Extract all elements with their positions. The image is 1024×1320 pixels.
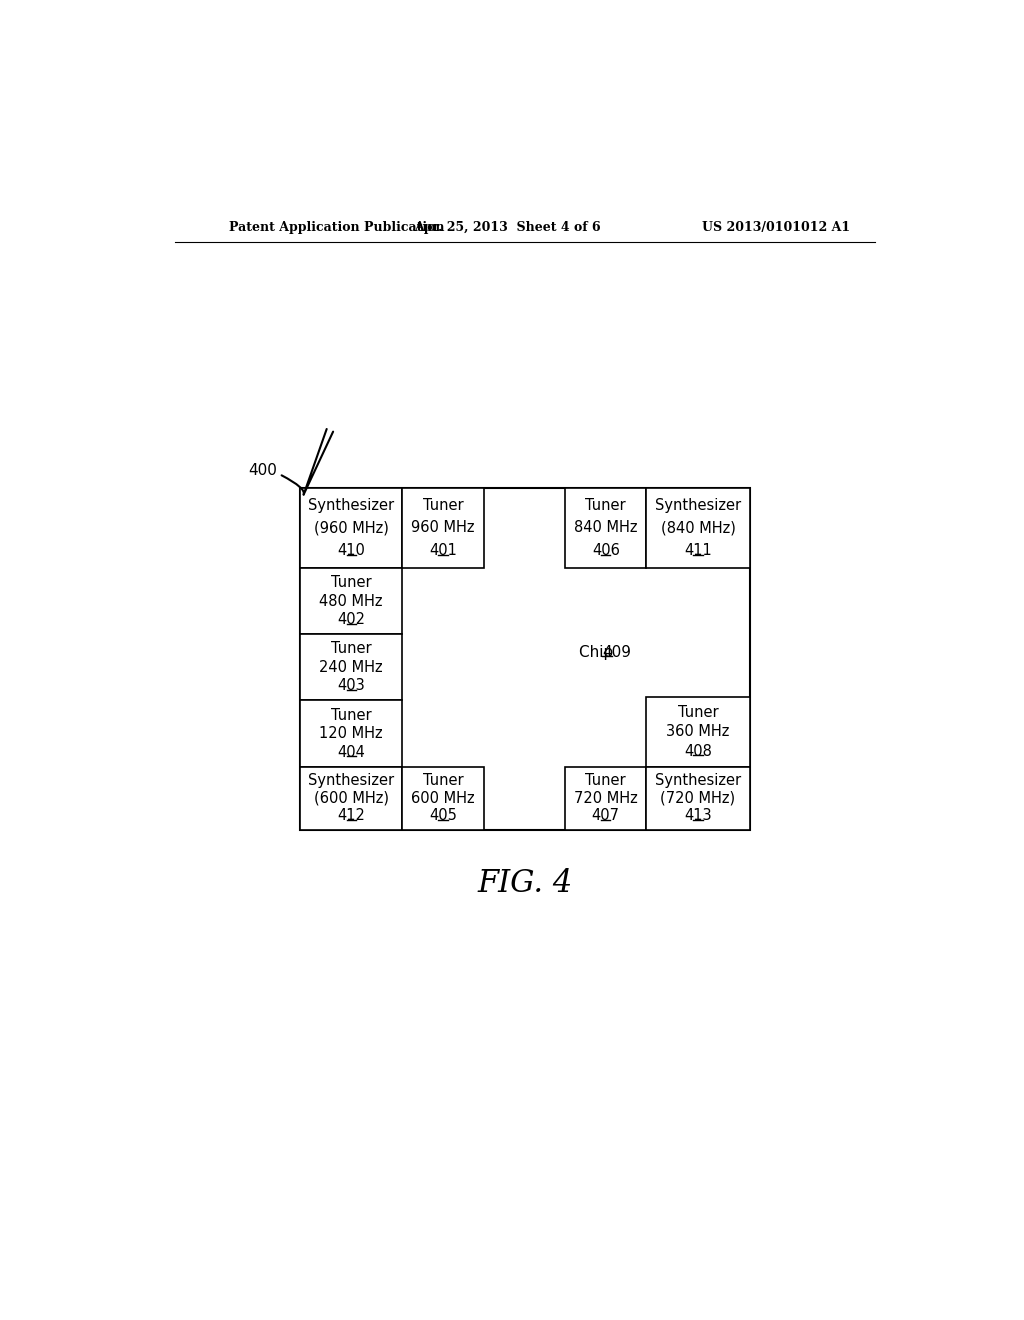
Text: 409: 409	[602, 644, 631, 660]
Bar	[300, 635, 402, 701]
Text: 413: 413	[684, 808, 712, 824]
Text: 480 MHz: 480 MHz	[319, 594, 383, 609]
Text: Patent Application Publication: Patent Application Publication	[228, 222, 444, 234]
Text: 412: 412	[337, 808, 366, 824]
Text: (720 MHz): (720 MHz)	[660, 791, 735, 805]
Text: 408: 408	[684, 743, 712, 759]
Text: Tuner: Tuner	[586, 498, 626, 513]
Text: 406: 406	[592, 543, 620, 558]
Bar	[646, 697, 750, 767]
Text: (600 MHz): (600 MHz)	[313, 791, 389, 805]
Text: FIG. 4: FIG. 4	[477, 869, 572, 899]
Text: Synthesizer: Synthesizer	[655, 498, 741, 513]
Text: Chip: Chip	[579, 644, 617, 660]
Text: 407: 407	[592, 808, 620, 824]
Text: 405: 405	[429, 808, 457, 824]
Text: US 2013/0101012 A1: US 2013/0101012 A1	[701, 222, 850, 234]
Text: 600 MHz: 600 MHz	[412, 791, 475, 805]
Text: 410: 410	[337, 543, 366, 558]
Bar	[646, 488, 750, 568]
Text: (840 MHz): (840 MHz)	[660, 520, 735, 536]
Bar	[565, 767, 646, 830]
Text: Tuner: Tuner	[331, 576, 372, 590]
Text: 402: 402	[337, 612, 366, 627]
Bar	[402, 767, 483, 830]
Text: 400: 400	[248, 462, 278, 478]
Text: Tuner: Tuner	[331, 708, 372, 722]
Text: 240 MHz: 240 MHz	[319, 660, 383, 675]
Text: 411: 411	[684, 543, 712, 558]
Bar	[300, 488, 750, 830]
Bar	[300, 488, 402, 568]
Bar	[300, 767, 402, 830]
Text: 360 MHz: 360 MHz	[667, 725, 730, 739]
Text: 401: 401	[429, 543, 457, 558]
Text: (960 MHz): (960 MHz)	[313, 520, 389, 536]
Text: Tuner: Tuner	[678, 705, 718, 719]
Text: Apr. 25, 2013  Sheet 4 of 6: Apr. 25, 2013 Sheet 4 of 6	[415, 222, 601, 234]
Text: 840 MHz: 840 MHz	[574, 520, 638, 536]
Bar	[300, 568, 402, 635]
Text: 120 MHz: 120 MHz	[319, 726, 383, 741]
Text: 960 MHz: 960 MHz	[412, 520, 475, 536]
Text: Synthesizer: Synthesizer	[308, 774, 394, 788]
Text: Synthesizer: Synthesizer	[655, 774, 741, 788]
Text: Tuner: Tuner	[423, 498, 463, 513]
Text: Tuner: Tuner	[586, 774, 626, 788]
Bar	[646, 767, 750, 830]
Text: Tuner: Tuner	[423, 774, 463, 788]
Text: Tuner: Tuner	[331, 642, 372, 656]
Text: 403: 403	[337, 678, 366, 693]
Bar	[300, 701, 402, 767]
Text: 404: 404	[337, 744, 366, 759]
Bar	[402, 488, 483, 568]
Bar	[565, 488, 646, 568]
Text: Synthesizer: Synthesizer	[308, 498, 394, 513]
Text: 720 MHz: 720 MHz	[573, 791, 638, 805]
